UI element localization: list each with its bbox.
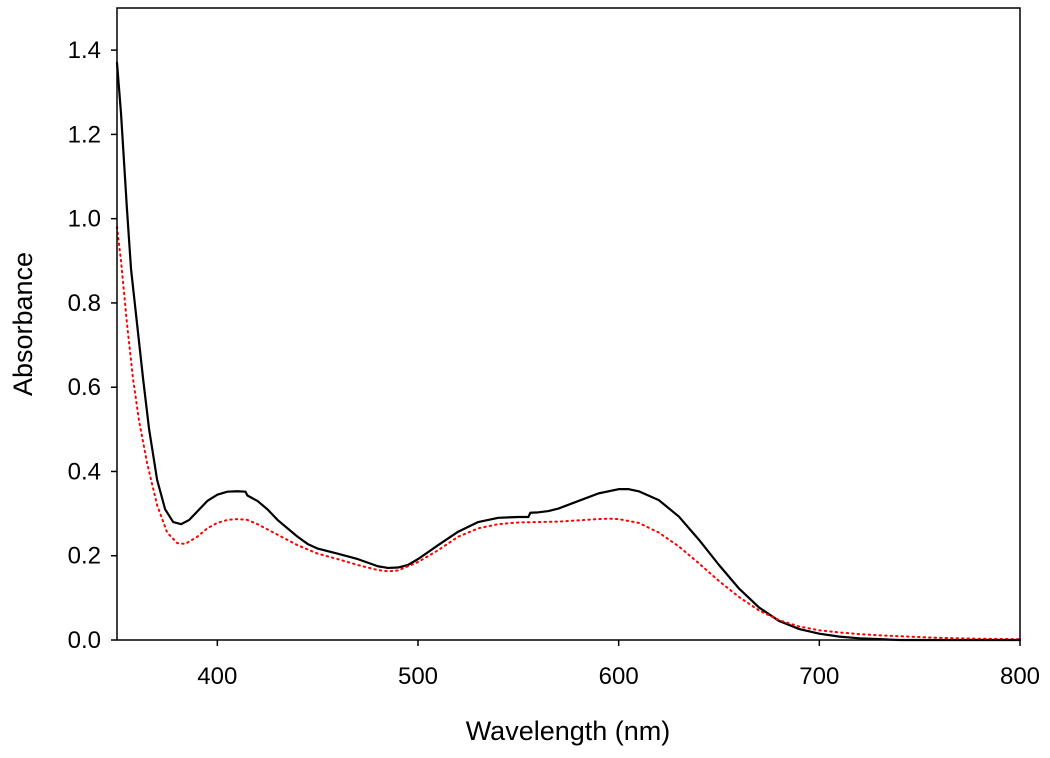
x-tick-label: 500 — [398, 663, 438, 690]
x-tick-label: 700 — [799, 663, 839, 690]
series-line-2 — [116, 226, 1021, 641]
series-layer — [115, 61, 1022, 642]
y-tick-label: 0.6 — [68, 374, 101, 401]
x-tick-label: 400 — [197, 663, 237, 690]
y-tick-label: 1.2 — [68, 121, 101, 148]
plot-frame — [116, 7, 1021, 641]
y-tick-label: 1.0 — [68, 206, 101, 233]
y-axis-title: Absorbance — [8, 252, 38, 396]
y-axis: 0.0 0.2 0.4 0.6 0.8 1.0 1.2 1.4 — [68, 37, 117, 654]
x-axis: 400 500 600 700 800 — [197, 640, 1040, 690]
y-tick-label: 1.4 — [68, 37, 101, 64]
y-tick-label: 0.8 — [68, 290, 101, 317]
x-tick-label: 600 — [599, 663, 639, 690]
x-axis-title: Wavelength (nm) — [466, 716, 671, 746]
series-line-1 — [115, 61, 1022, 642]
y-tick-label: 0.0 — [68, 627, 101, 654]
plot-background — [117, 8, 1020, 640]
y-tick-label: 0.4 — [68, 458, 101, 485]
y-tick-label: 0.2 — [68, 543, 101, 570]
x-tick-label: 800 — [1000, 663, 1040, 690]
